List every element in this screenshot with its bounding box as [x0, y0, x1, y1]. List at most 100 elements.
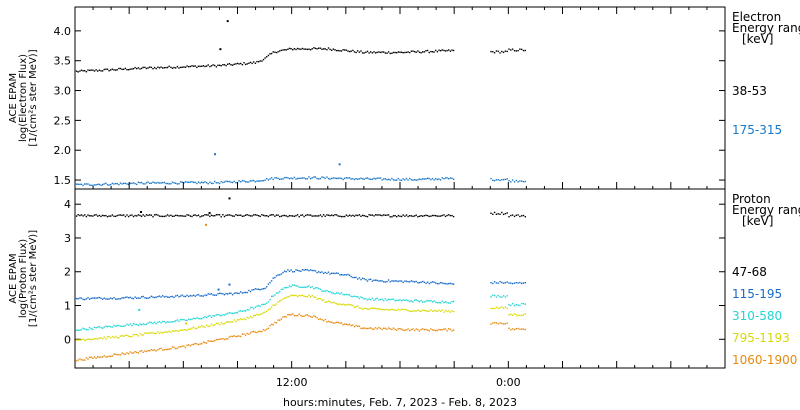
data-point — [384, 281, 387, 283]
data-point — [521, 302, 523, 305]
data-point — [261, 60, 263, 62]
data-point — [517, 304, 519, 306]
data-point — [376, 177, 378, 179]
data-point — [293, 271, 296, 273]
data-point — [124, 182, 127, 185]
data-point — [259, 305, 261, 308]
data-point — [93, 326, 96, 329]
data-point — [368, 327, 370, 329]
data-point — [298, 216, 300, 218]
data-point — [179, 319, 182, 321]
data-point — [264, 287, 266, 290]
data-point — [397, 280, 400, 283]
data-point — [448, 282, 450, 285]
data-point — [366, 308, 369, 310]
data-point — [287, 286, 289, 289]
data-point — [386, 214, 388, 216]
data-point — [205, 65, 208, 67]
data-point — [114, 325, 117, 327]
electron-legend-entry: 38-53 — [732, 84, 767, 98]
data-point — [163, 331, 166, 333]
data-point — [283, 49, 286, 51]
data-point — [235, 320, 237, 323]
data-point — [97, 70, 99, 72]
data-point — [90, 215, 92, 217]
data-point — [132, 68, 135, 70]
data-point — [292, 271, 294, 273]
data-point — [142, 183, 144, 185]
data-point — [105, 356, 107, 358]
data-point — [334, 49, 336, 51]
data-point — [79, 297, 81, 299]
data-point — [433, 329, 435, 331]
data-point — [352, 178, 354, 180]
data-point — [140, 324, 143, 326]
data-point — [394, 328, 396, 331]
data-point — [418, 215, 421, 217]
data-point — [337, 292, 339, 294]
data-point — [144, 297, 146, 299]
data-point — [391, 328, 393, 331]
data-point — [418, 281, 421, 284]
data-point — [191, 327, 193, 329]
data-point — [308, 176, 310, 178]
data-point — [340, 322, 343, 324]
data-point — [155, 332, 157, 335]
data-point — [75, 70, 78, 72]
data-point — [524, 180, 526, 183]
data-point — [201, 295, 203, 297]
data-point — [212, 182, 214, 185]
data-point — [220, 292, 222, 295]
data-point — [114, 182, 117, 185]
data-point — [366, 299, 369, 301]
data-point — [410, 179, 413, 181]
data-point — [449, 302, 452, 304]
data-point — [305, 286, 307, 288]
data-point — [123, 297, 125, 299]
data-point — [103, 68, 105, 71]
data-point — [513, 328, 516, 331]
data-point — [210, 65, 213, 67]
data-point — [392, 280, 395, 282]
spike-point — [226, 20, 229, 23]
data-point — [303, 215, 305, 218]
data-point — [413, 281, 416, 283]
data-point — [428, 177, 430, 180]
data-point — [288, 215, 291, 217]
data-point — [344, 304, 346, 306]
data-point — [391, 298, 393, 300]
data-point — [389, 328, 391, 330]
data-point — [186, 344, 188, 347]
data-point — [197, 293, 200, 296]
data-point — [181, 181, 183, 183]
data-point — [261, 313, 263, 315]
data-point — [490, 282, 492, 284]
data-point — [246, 291, 248, 294]
data-point — [425, 282, 427, 285]
data-point — [188, 295, 190, 298]
data-point — [225, 292, 227, 295]
data-point — [344, 215, 346, 218]
data-point — [504, 178, 507, 181]
data-point — [493, 321, 496, 324]
data-point — [92, 328, 94, 330]
data-point — [137, 67, 140, 69]
data-point — [157, 181, 159, 184]
data-point — [365, 307, 367, 310]
data-point — [241, 318, 244, 321]
data-point — [222, 214, 224, 216]
data-point — [374, 298, 377, 300]
data-point — [295, 214, 297, 217]
data-point — [150, 321, 153, 324]
data-point — [517, 50, 519, 52]
data-point — [331, 49, 333, 51]
data-point — [119, 182, 122, 184]
data-point — [140, 181, 143, 184]
data-point — [214, 324, 216, 326]
data-point — [134, 333, 136, 336]
data-point — [394, 280, 396, 282]
data-point — [331, 214, 333, 216]
data-point — [314, 215, 317, 217]
data-point — [246, 63, 248, 65]
data-point — [404, 299, 406, 301]
